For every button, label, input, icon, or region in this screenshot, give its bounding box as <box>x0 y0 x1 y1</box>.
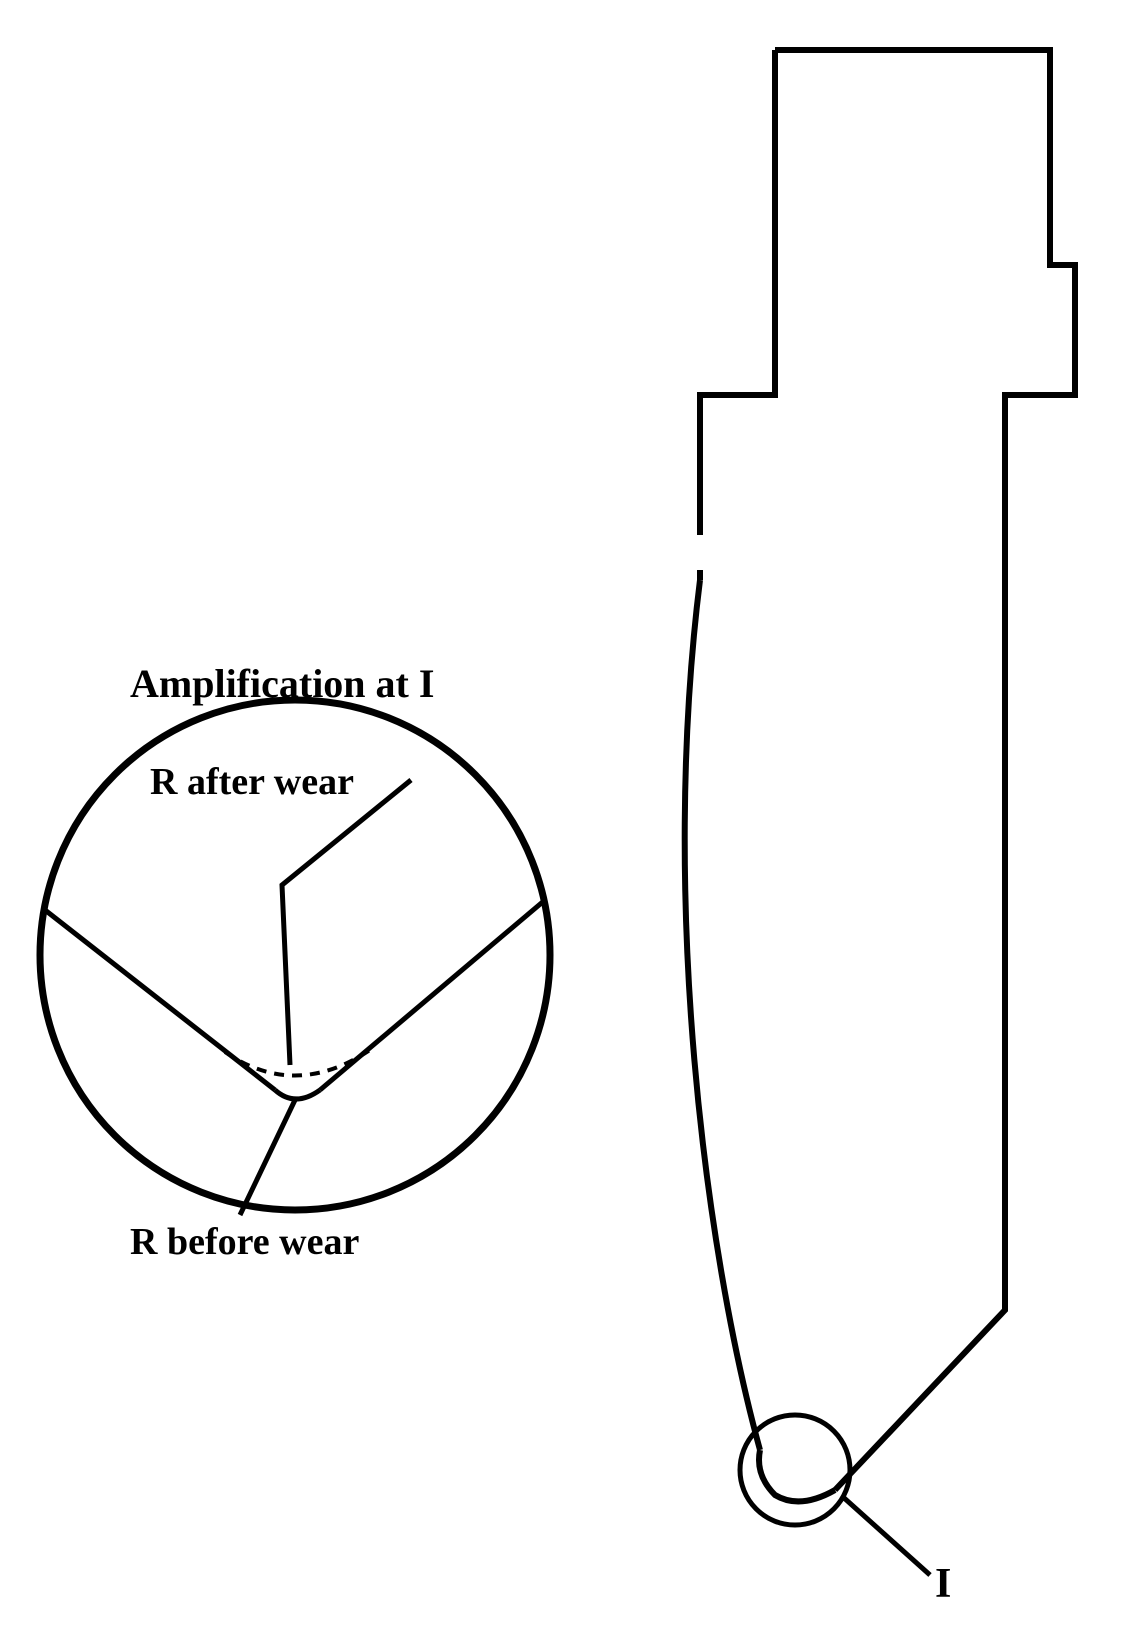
tool-outline-right <box>775 50 1075 1490</box>
tool-tip-round <box>759 1450 835 1501</box>
tool-outline-left-shoulder <box>700 50 775 535</box>
label-region-i: I <box>935 1560 951 1608</box>
tool-outline-left-curve <box>685 580 760 1450</box>
region-marker-circle <box>740 1415 850 1525</box>
before-wear-arc <box>275 1090 320 1099</box>
label-r-after-wear: R after wear <box>150 760 354 804</box>
label-r-before-wear: R before wear <box>130 1220 359 1264</box>
leader-r-before-wear <box>240 1100 295 1215</box>
label-amplification-title: Amplification at I <box>130 660 434 707</box>
after-wear-arc <box>225 1050 370 1076</box>
leader-r-after-wear <box>282 780 411 1065</box>
diagram-svg <box>0 0 1134 1631</box>
region-marker-leader <box>843 1497 930 1575</box>
